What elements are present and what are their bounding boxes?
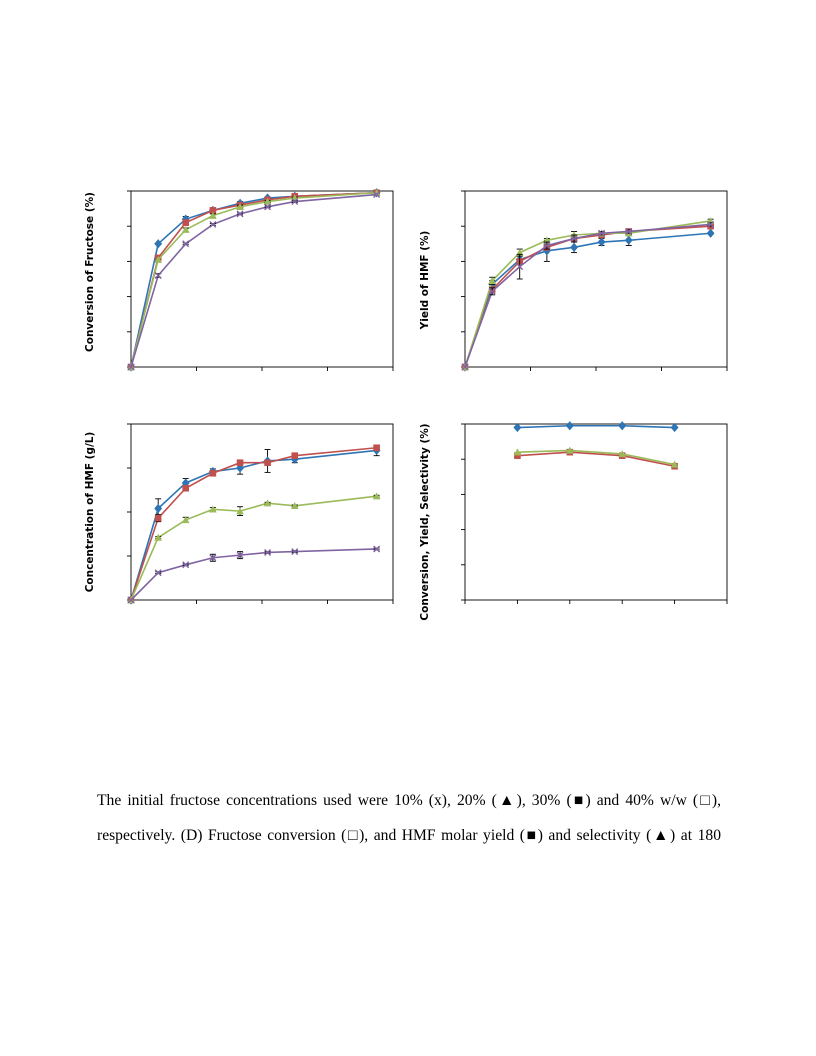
chart1-series4-point-7 [373,191,381,199]
chart4-frame [464,423,728,601]
chart3-series1-point-1 [154,503,163,514]
chart3-series4-point-3 [209,554,217,562]
chart1-series4-line [130,193,377,368]
chart3-series4-point-1 [154,569,162,577]
chart1-series3-point-4 [236,203,244,211]
chart3-series2-point-4 [236,459,244,467]
chart2-series4-point-5 [598,229,606,237]
chart3-series4-point-4 [236,551,244,559]
chart4-series1-point-2 [618,421,627,431]
chart2-series1-point-6 [624,235,633,245]
chart2-series1-point-7 [706,228,715,238]
chart2-series2-line [464,225,711,368]
chart3-series3-point-2 [181,516,190,524]
chart4-series1-point-1 [565,421,574,431]
chart3-series3-point-5 [263,499,272,507]
chart4-series3-point-1 [566,446,574,454]
chart1-series2-point-3 [209,207,217,214]
chart4-series3-line [517,449,675,466]
chart2-series4-line [464,223,711,368]
caption-line-2: respectively. (D) Fructose conversion (□… [97,827,721,844]
chart2-series4-point-3 [543,242,551,250]
chart3-series4-line [130,548,377,601]
chart1-series1-point-1 [154,239,163,249]
chart3-series4-point-5 [264,548,272,556]
chart2-series4-point-6 [625,227,633,235]
chart1-series2-point-2 [182,219,189,226]
chart4-series3-point-0 [513,448,522,456]
chart2-series4-point-7 [707,220,715,228]
chart3-series2-point-1 [154,514,162,522]
chart3-series4-point-7 [373,545,381,553]
chart1-series1-line [130,191,377,368]
chart2-series4-point-1 [488,287,496,295]
caption-line-1: The initial fructose concentrations used… [97,792,721,809]
chart1-series4-point-5 [264,203,272,211]
chart2-series1-point-5 [597,237,606,247]
chart3-series2-point-6 [291,452,299,459]
chart1-series2-line [130,191,377,368]
chart3-series1-line [130,449,377,601]
chart3-series3-point-6 [290,502,299,510]
chart4-series2-line [517,451,675,468]
chart4-series3-point-3 [670,460,679,468]
chart2-series3-point-1 [488,276,496,284]
chart1-series3-point-1 [154,255,162,263]
chart3-series4-point-2 [182,561,190,569]
chart2-series4-point-4 [570,235,578,243]
chart3-series3-line [130,495,377,601]
chart1-series3-point-2 [181,225,190,233]
chart3-series3-point-3 [209,505,217,513]
chart3-series2-point-7 [373,444,380,452]
chart1-series4-point-0 [127,363,135,371]
chart1-series3-line [130,191,377,368]
chart2-frame [464,190,728,368]
chart1-series3-point-3 [209,211,217,219]
chart2-series4-point-2 [516,263,524,271]
chart3-series2-point-5 [264,459,271,467]
chart3-series4-point-6 [291,548,299,556]
chart1-series3-point-5 [263,197,272,205]
chart4-series1-point-3 [670,422,679,433]
chart3-series4-point-0 [127,596,135,604]
chart2-series4-point-0 [461,363,469,371]
chart1-series4-point-4 [236,210,244,218]
chart3-series3-point-4 [236,507,244,515]
chart3-series3-point-7 [372,492,381,500]
chart1-frame [130,190,394,368]
chart3-series2-point-2 [182,484,189,492]
chart3-series2-line [130,446,377,601]
chart4-series3-point-2 [618,450,626,458]
chart4-series2-point-0 [514,452,521,459]
chart3-series2-point-3 [209,469,217,477]
chart3-series3-point-1 [154,533,162,541]
chart2-series1-line [464,232,711,368]
chart1-series4-point-3 [209,220,217,228]
chart1-series4-point-6 [291,198,299,206]
chart1-series4-point-2 [182,240,190,248]
chart4-series1-point-0 [513,422,522,433]
chart1-series4-point-1 [154,271,162,279]
chart4-series1-line [517,424,675,429]
chart2-series1-point-4 [570,242,578,252]
chart2-series3-line [464,220,711,368]
